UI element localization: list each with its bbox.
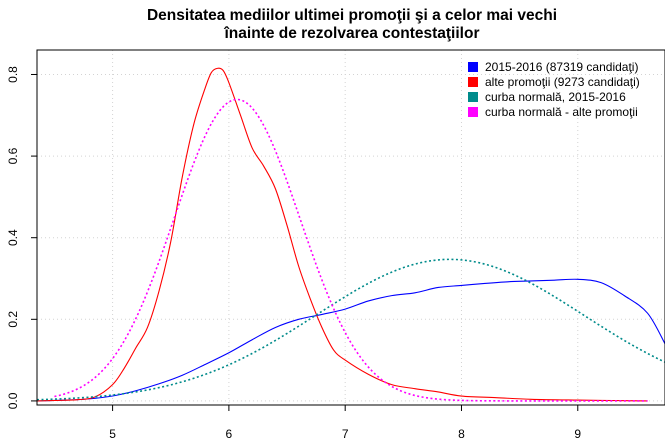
y-tick-label: 0.8 bbox=[6, 66, 20, 83]
curve-group bbox=[37, 67, 665, 402]
series-line-2 bbox=[37, 67, 648, 402]
plot-curves bbox=[37, 67, 665, 402]
legend-label: 2015-2016 (87319 candidaţi) bbox=[485, 60, 638, 74]
x-axis: 5 6 7 8 9 bbox=[109, 405, 581, 441]
legend-label: curba normală, 2015-2016 bbox=[485, 90, 626, 104]
chart-title-line-1: Densitatea mediilor ultimei promoţii şi … bbox=[147, 7, 557, 24]
y-tick-label: 0.6 bbox=[6, 147, 20, 164]
plot-frame bbox=[36, 49, 665, 406]
legend-swatch bbox=[468, 107, 478, 117]
x-tick-label: 7 bbox=[342, 427, 349, 441]
chart-title: Densitatea mediilor ultimei promoţii şi … bbox=[147, 7, 557, 42]
legend-swatch bbox=[468, 92, 478, 102]
y-tick-label: 0.0 bbox=[6, 392, 20, 409]
y-tick-label: 0.2 bbox=[6, 311, 20, 328]
x-tick-label: 8 bbox=[458, 427, 465, 441]
x-tick-label: 5 bbox=[109, 427, 116, 441]
y-axis: 0.0 0.2 0.4 0.6 0.8 bbox=[6, 66, 37, 409]
x-tick-label: 9 bbox=[574, 427, 581, 441]
x-tick-label: 6 bbox=[226, 427, 233, 441]
grid bbox=[37, 50, 665, 405]
legend-swatch bbox=[468, 77, 478, 87]
chart-title-line-2: înainte de rezolvarea contestaţiilor bbox=[224, 25, 480, 42]
legend-swatch bbox=[468, 62, 478, 72]
series-line-1 bbox=[37, 278, 665, 402]
legend-label: curba normală - alte promoţii bbox=[485, 105, 638, 119]
legend-label: alte promoţii (9273 candidaţi) bbox=[485, 75, 640, 89]
legend: 2015-2016 (87319 candidaţi)alte promoţii… bbox=[468, 60, 640, 119]
series-line-3 bbox=[37, 258, 665, 401]
series-line-4 bbox=[54, 98, 648, 402]
y-tick-label: 0.4 bbox=[6, 229, 20, 246]
